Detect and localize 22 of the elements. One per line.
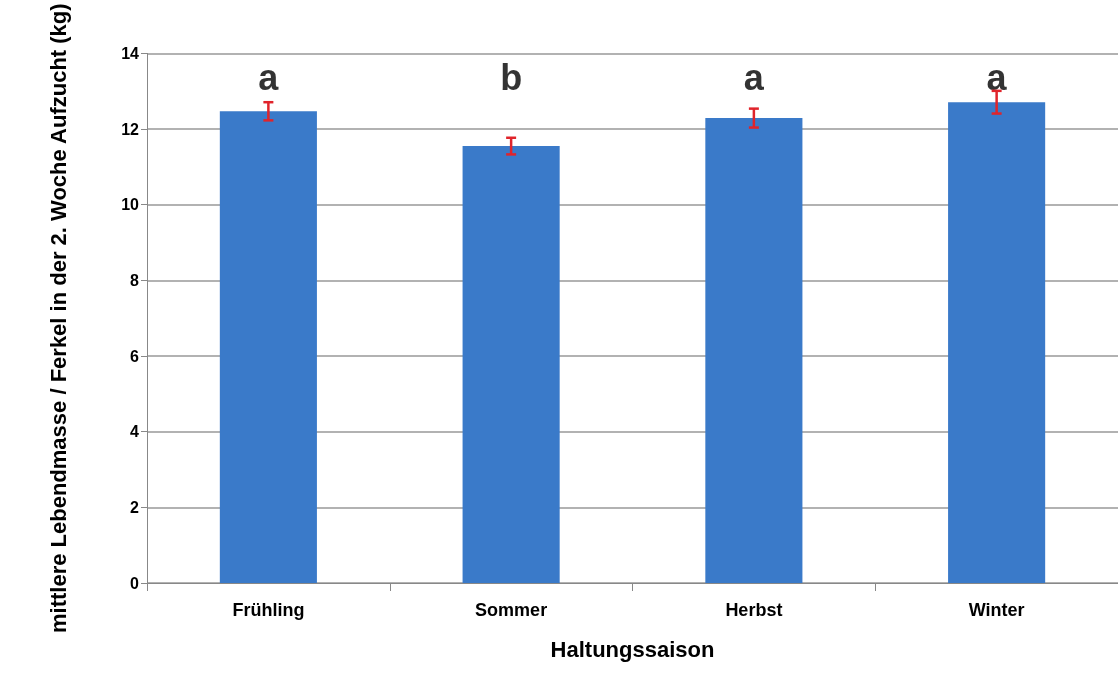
x-tick-label: Frühling bbox=[232, 600, 305, 620]
annotation: b bbox=[500, 56, 523, 98]
x-axis-title: Haltungssaison bbox=[550, 636, 715, 662]
bar bbox=[948, 102, 1046, 583]
y-tick-label: 8 bbox=[130, 271, 140, 289]
annotation: a bbox=[986, 56, 1008, 98]
annotation: a bbox=[258, 56, 280, 98]
y-tick-label: 14 bbox=[121, 44, 140, 62]
y-tick-label: 4 bbox=[130, 423, 140, 441]
y-tick-label: 12 bbox=[121, 120, 140, 138]
y-tick-label: 2 bbox=[130, 498, 140, 516]
annotation: a bbox=[743, 56, 765, 98]
bar bbox=[462, 146, 560, 583]
x-tick-label: Herbst bbox=[725, 600, 783, 620]
y-tick-label: 0 bbox=[130, 574, 140, 592]
y-axis-title: mittlere Lebendmasse / Ferkel in der 2. Woche Aufzucht (kg) bbox=[45, 3, 71, 633]
y-tick-label: 6 bbox=[130, 347, 140, 365]
bar bbox=[705, 118, 803, 583]
bar bbox=[219, 111, 317, 583]
x-tick-label: Winter bbox=[968, 600, 1025, 620]
x-tick-label: Sommer bbox=[475, 600, 548, 620]
y-tick-label: 10 bbox=[121, 196, 140, 214]
